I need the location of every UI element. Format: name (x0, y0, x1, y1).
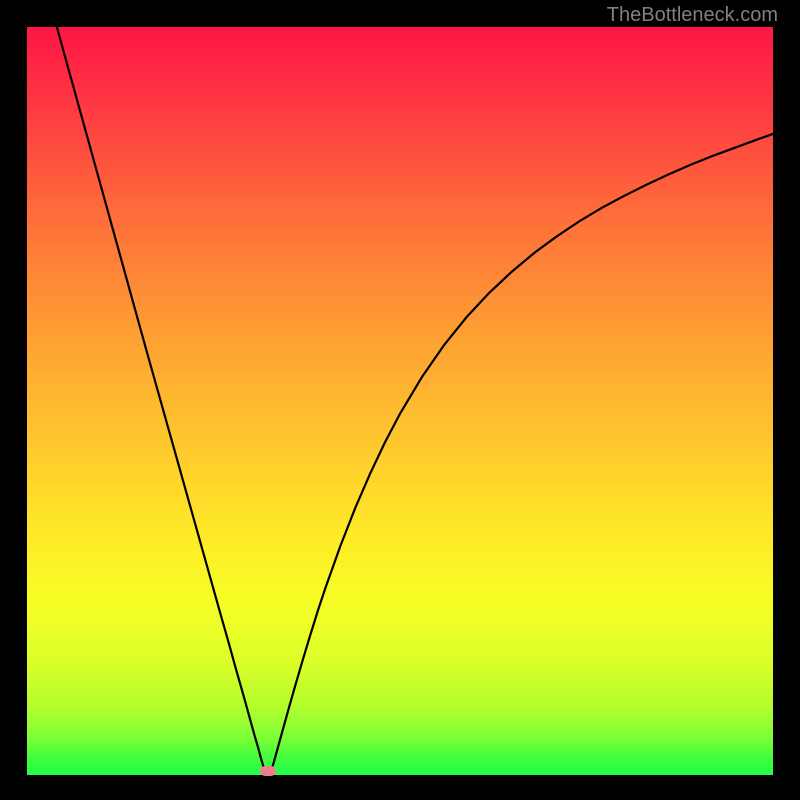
watermark-text: TheBottleneck.com (607, 4, 778, 27)
optimal-point-marker (260, 766, 276, 776)
chart-plot-area (27, 27, 773, 775)
bottleneck-curve (27, 27, 773, 775)
